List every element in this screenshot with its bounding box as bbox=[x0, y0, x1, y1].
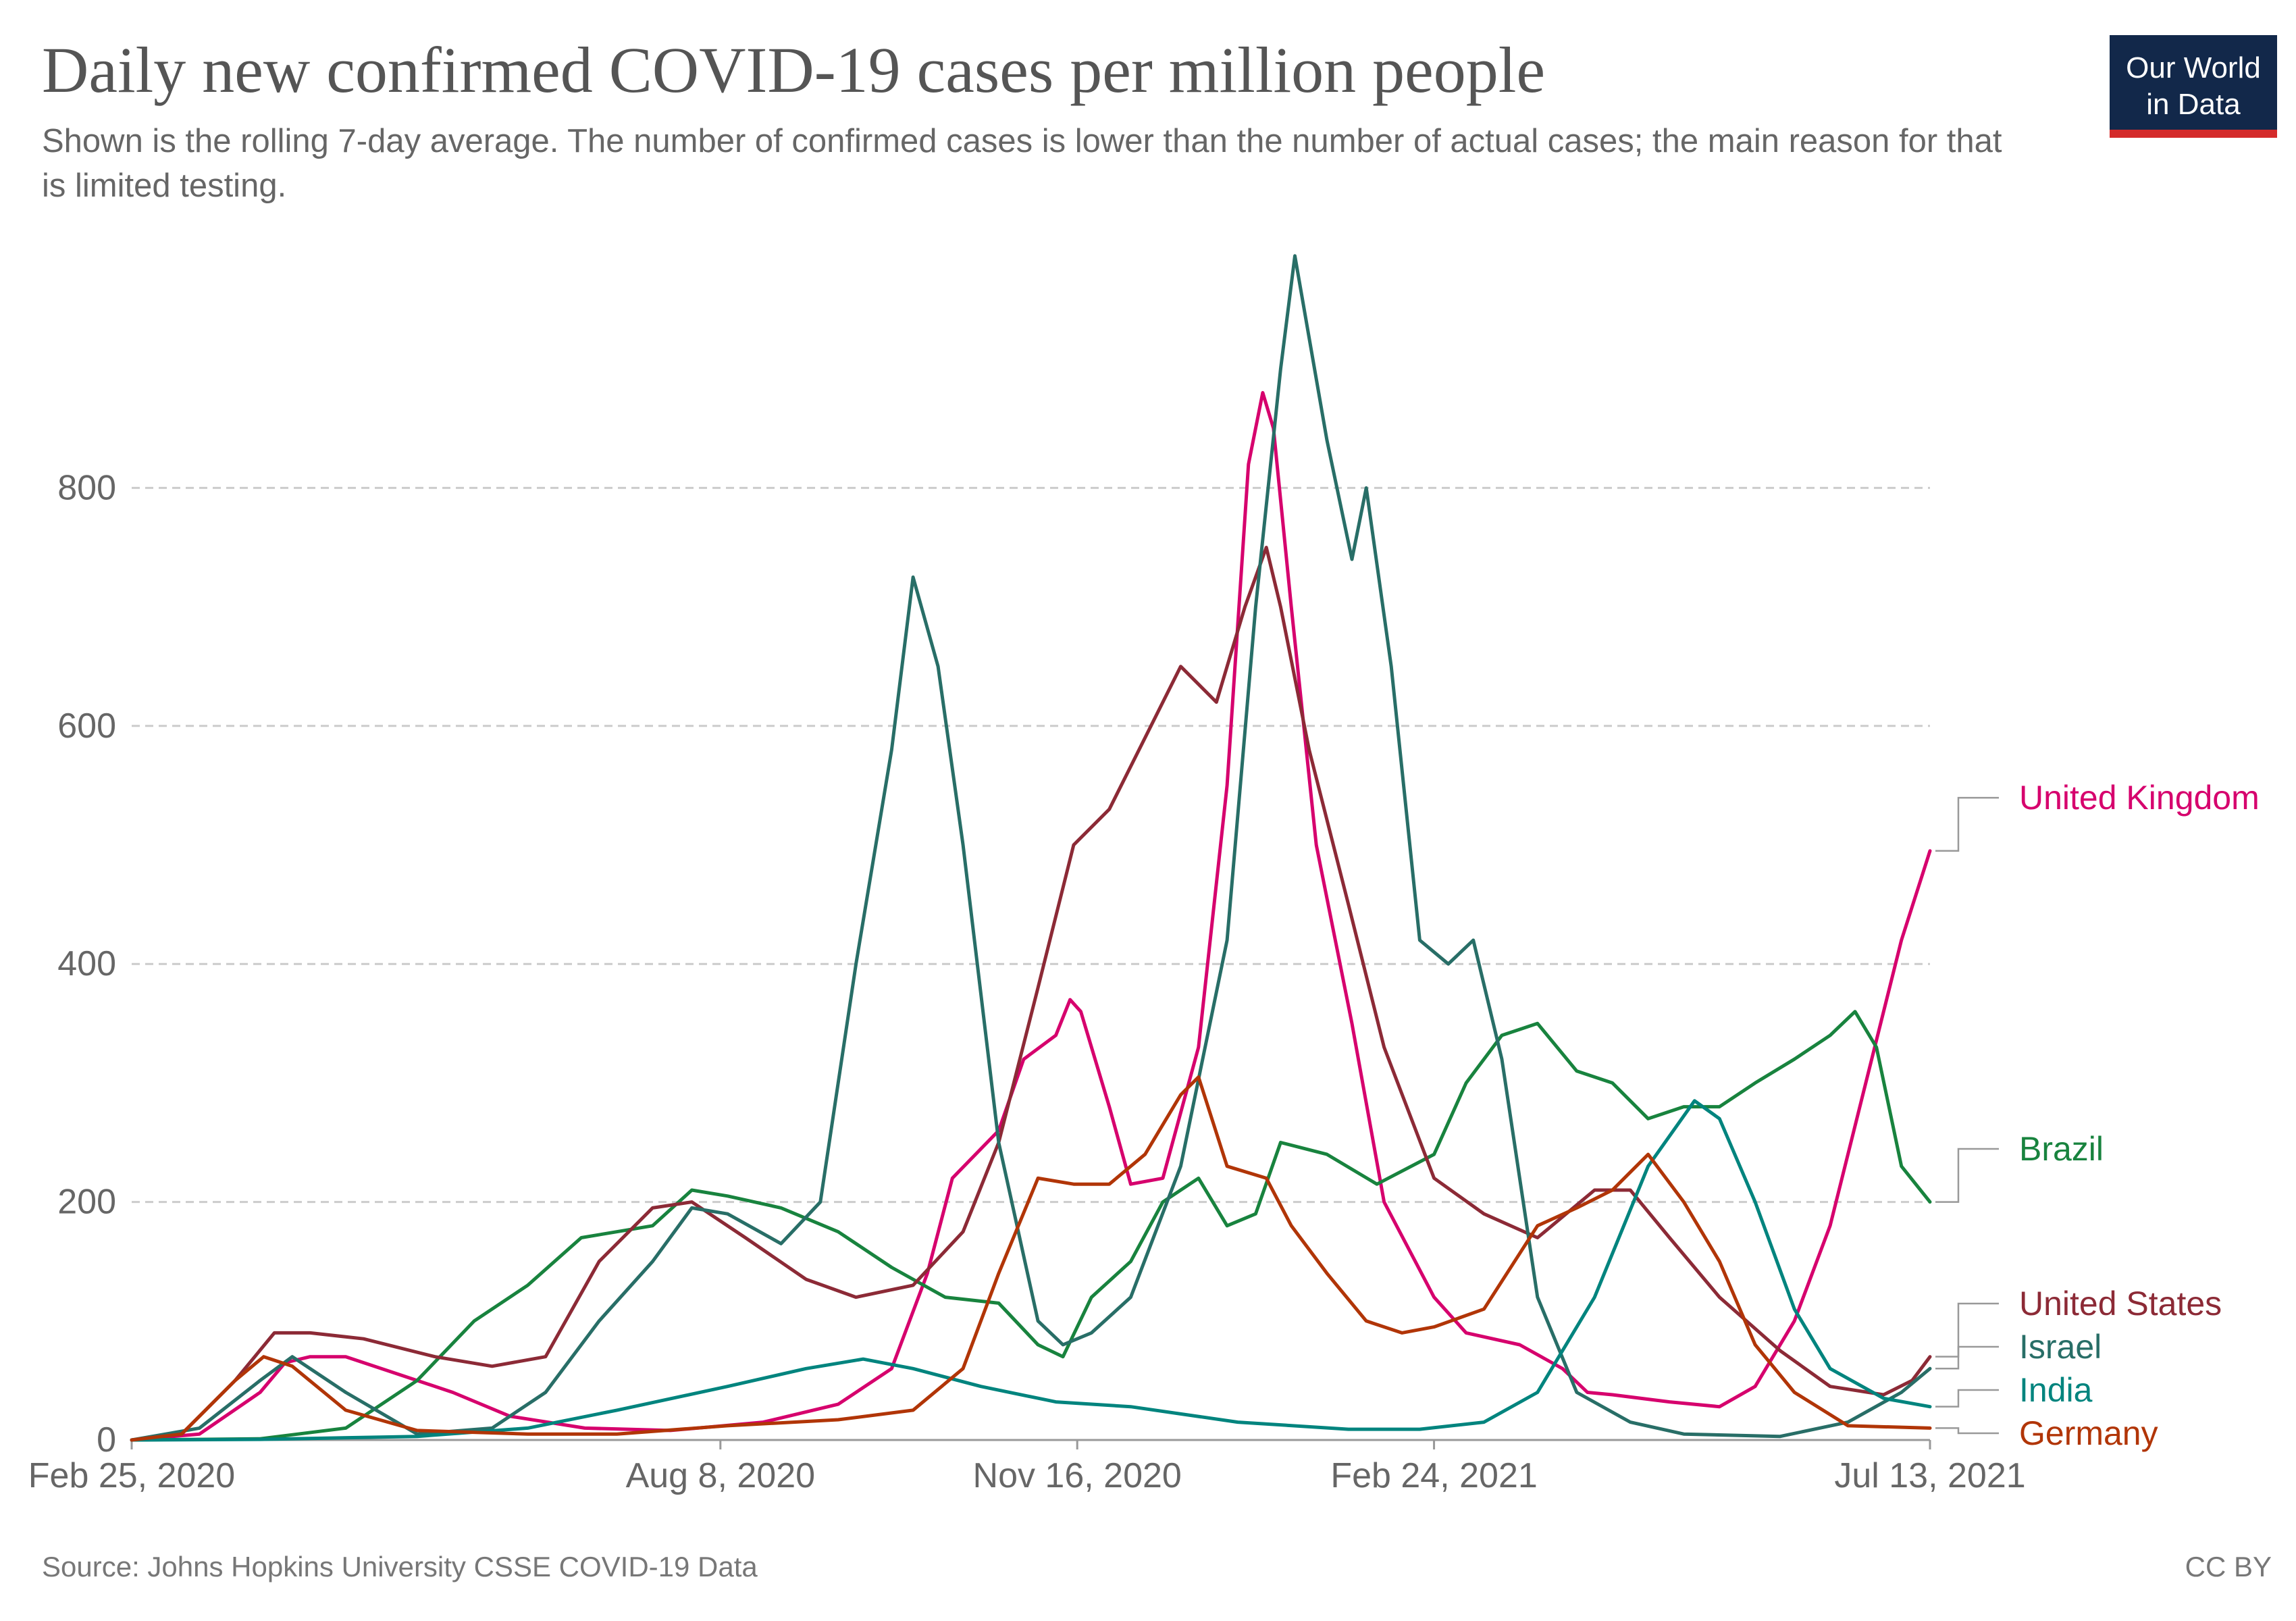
series-label-brazil: Brazil bbox=[2019, 1130, 2104, 1168]
x-tick-label: Jul 13, 2021 bbox=[1834, 1456, 2025, 1495]
connector-brazil bbox=[1935, 1148, 1999, 1203]
chart-subtitle: Shown is the rolling 7-day average. The … bbox=[42, 123, 2002, 204]
x-tick-label: Feb 24, 2021 bbox=[1330, 1456, 1537, 1495]
owid-logo[interactable]: Our World in Data bbox=[2110, 35, 2277, 138]
connector-israel bbox=[1935, 1345, 1999, 1370]
logo-accent-bar bbox=[2110, 130, 2277, 138]
y-tick-label: 0 bbox=[97, 1420, 116, 1460]
y-tick-label: 800 bbox=[57, 468, 116, 507]
y-tick-label: 400 bbox=[57, 944, 116, 983]
x-tick-label: Aug 8, 2020 bbox=[626, 1456, 815, 1495]
connector-germany bbox=[1935, 1427, 1999, 1435]
axis-layer: 0 200 400 600 800 Feb 25, 2020 Aug 8, 2020 Nov … bbox=[28, 468, 2026, 1495]
series-layer bbox=[130, 254, 1932, 1442]
series-label-united-states: United States bbox=[2019, 1285, 2222, 1322]
series-label-india: India bbox=[2019, 1371, 2093, 1409]
series-label-united-kingdom: United Kingdom bbox=[2019, 779, 2260, 817]
series-label-israel: Israel bbox=[2019, 1328, 2102, 1366]
connector-united-states bbox=[1935, 1302, 1999, 1358]
series-line-brazil bbox=[130, 1010, 1932, 1442]
logo-line-2: in Data bbox=[2146, 88, 2241, 121]
chart-title: Daily new confirmed COVID-19 cases per m… bbox=[42, 34, 1546, 106]
license-link[interactable]: CC BY bbox=[2185, 1551, 2272, 1583]
x-tick-label: Nov 16, 2020 bbox=[973, 1456, 1182, 1495]
y-tick-label: 600 bbox=[57, 706, 116, 746]
logo-line-1: Our World bbox=[2126, 51, 2261, 84]
x-tick-label: Feb 25, 2020 bbox=[28, 1456, 235, 1495]
source-note: Source: Johns Hopkins University CSSE CO… bbox=[42, 1551, 758, 1583]
grid-layer bbox=[132, 486, 1930, 1204]
series-line-germany bbox=[130, 1075, 1932, 1442]
series-line-united-states bbox=[130, 546, 1932, 1442]
connector-india bbox=[1935, 1389, 1999, 1408]
connector-united-kingdom bbox=[1935, 796, 1999, 852]
series-line-united-kingdom bbox=[130, 390, 1932, 1442]
series-line-india bbox=[130, 1099, 1932, 1442]
series-label-layer: United Kingdom Brazil United States Israel I… bbox=[1935, 779, 2260, 1452]
series-line-israel bbox=[130, 254, 1932, 1442]
y-tick-label: 200 bbox=[57, 1183, 116, 1222]
series-label-germany: Germany bbox=[2019, 1414, 2158, 1452]
